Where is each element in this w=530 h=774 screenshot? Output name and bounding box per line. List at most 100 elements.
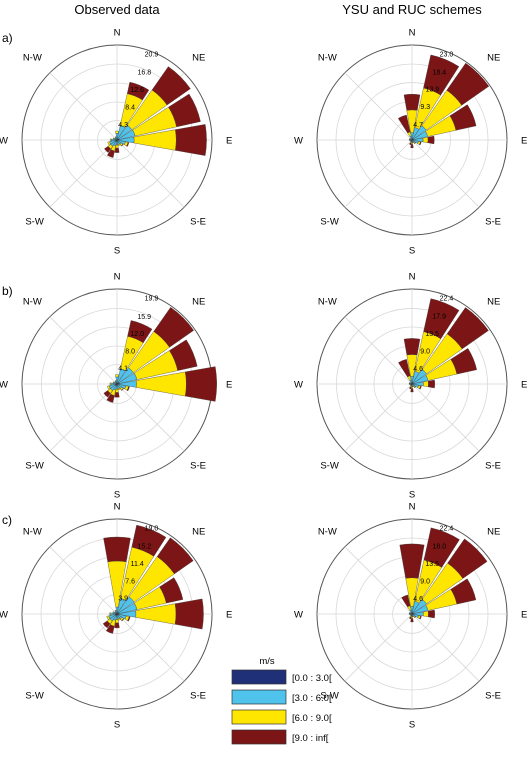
windrose-panel-4: 3.9 7.6 11.4 15.2 19.0 N NE E S-E S S-W W N-W [0, 502, 232, 731]
wedge-sector-11-bin-2 [107, 141, 111, 146]
wedge-sector-3-bin-3 [449, 104, 477, 131]
panel-label-a: a) [2, 31, 13, 45]
ring-label: 4.1 [118, 366, 128, 373]
wedge-sector-12-bin-2 [109, 612, 111, 616]
wedge-sector-11-bin-2 [107, 385, 111, 390]
ring-label: 22.4 [440, 526, 454, 533]
wedge-sector-13-bin-2 [408, 382, 411, 384]
wedge-sector-5-bin-3 [127, 616, 131, 622]
ring-label: 8.4 [125, 105, 135, 112]
compass-label: N [409, 28, 416, 39]
wedge-sector-10-bin-3 [104, 145, 112, 153]
compass-label: S-W [320, 461, 339, 472]
ring-label: 18.0 [433, 543, 447, 550]
wedge-sector-6-bin-3 [121, 618, 125, 622]
compass-label: N [409, 502, 416, 513]
wedge-sector-7-bin-2 [412, 615, 414, 618]
compass-label: NE [487, 296, 500, 307]
compass-label: E [521, 380, 527, 391]
ring-label: 4.7 [413, 122, 423, 129]
compass-label: S-E [190, 691, 206, 702]
ring-label: 23.0 [440, 52, 454, 59]
wedge-sector-3-bin-3 [159, 577, 184, 604]
ring-label: 9.3 [420, 104, 430, 111]
legend-swatch-1 [231, 689, 287, 705]
compass-label: S [409, 490, 415, 501]
wedge-sector-1-bin-3 [127, 320, 153, 344]
wedge-sector-2-bin-3 [156, 537, 194, 575]
legend-swatch-2 [231, 709, 287, 725]
wedge-sector-15-bin-3 [401, 594, 411, 608]
wedge-sector-7-bin-2 [117, 617, 121, 621]
compass-label: W [0, 380, 8, 391]
compass-label: N [114, 502, 121, 513]
windrose-panel-5: 4.6 9.0 13.5 18.0 22.4 N NE E S-E S S-W W N-W [294, 502, 527, 731]
compass-label: NE [192, 526, 205, 537]
compass-label: S-W [320, 691, 339, 702]
wedge-sector-1-bin-3 [423, 527, 460, 568]
wedge-sector-1-bin-3 [423, 54, 460, 96]
wedge-sector-8-bin-3 [114, 147, 120, 153]
compass-label: N [409, 272, 416, 283]
column-title-model: YSU and RUC schemes [342, 2, 482, 17]
wedge-sector-2-bin-3 [151, 66, 191, 106]
windrose-panel-3: 4.6 9.0 13.5 17.9 22.4 N NE E S-E S S-W W N-W [294, 272, 527, 501]
wedge-sector-9-bin-3 [409, 142, 412, 146]
wedge-sector-3-bin-3 [450, 348, 477, 375]
ring-label: 20.9 [145, 52, 159, 59]
wedge-sector-5-bin-3 [419, 141, 422, 146]
compass-label: S-W [25, 691, 44, 702]
wedge-sector-8-bin-2 [115, 388, 119, 393]
ring-label: 3.9 [118, 596, 128, 603]
wedge-sector-2-bin-3 [153, 307, 194, 348]
panel-label-c: c) [2, 513, 12, 527]
compass-label: S-E [485, 461, 501, 472]
ring-label: 18.4 [433, 69, 447, 76]
compass-label: S-W [320, 217, 339, 228]
wedge-sector-13-bin-2 [112, 137, 115, 140]
compass-label: N [114, 28, 121, 39]
compass-label: N [114, 272, 121, 283]
windrose-panel-0: 4.3 8.4 12.6 16.8 20.9 N NE E S-E S S-W W N-W [0, 28, 232, 257]
ring-label: 16.8 [138, 69, 152, 76]
ring-label: 7.6 [125, 579, 135, 586]
wedge-sector-4-bin-3 [428, 379, 435, 389]
legend: m/s [0.0 : 3.0[ [3.0 : 6.0[ [6.0 : 9.0[ … [231, 656, 332, 745]
wedge-sector-6-bin-3 [414, 616, 417, 619]
wedge-sector-0-bin-3 [103, 536, 131, 563]
legend-label-0: [0.0 : 3.0[ [292, 673, 332, 684]
compass-label: S-E [190, 461, 206, 472]
grid-spoke [344, 139, 413, 208]
grid-spoke [411, 613, 480, 682]
wedge-sector-13-bin-2 [112, 611, 114, 614]
compass-label: S-W [25, 461, 44, 472]
compass-label: NE [192, 52, 205, 63]
wedge-sector-5-bin-3 [419, 615, 422, 620]
ring-label: 4.6 [413, 596, 423, 603]
wedge-sector-2-bin-3 [446, 62, 490, 106]
compass-label: S-E [190, 217, 206, 228]
wedge-sector-4-bin-3 [428, 609, 435, 619]
wedge-sector-8-bin-3 [410, 618, 414, 623]
ring-label: 9.0 [420, 579, 430, 586]
compass-label: NE [192, 296, 205, 307]
grid-spoke [49, 72, 118, 141]
grid-spoke [344, 613, 413, 682]
wedge-sector-6-bin-3 [121, 388, 124, 391]
wedge-sector-4-bin-3 [174, 598, 204, 630]
ring-label: 12.0 [130, 331, 144, 338]
ring-label: 15.9 [137, 314, 151, 321]
windrose-panel-1: 4.7 9.3 13.9 18.4 23.0 N NE E S-E S S-W W N-W [294, 28, 527, 257]
wedge-sector-2-bin-3 [447, 538, 488, 579]
ring-label: 19.0 [145, 526, 159, 533]
compass-label: E [521, 136, 527, 147]
wedge-sector-11-bin-2 [106, 615, 111, 620]
wedge-sector-9-bin-3 [107, 149, 115, 158]
grid-spoke [49, 546, 118, 615]
wedge-sector-8-bin-2 [115, 144, 119, 149]
wedge-sector-9-bin-3 [105, 624, 115, 634]
compass-label: S-E [485, 217, 501, 228]
compass-label: N-W [318, 296, 337, 307]
wedge-sector-15-bin-3 [397, 114, 411, 134]
grid-spoke [344, 546, 413, 615]
